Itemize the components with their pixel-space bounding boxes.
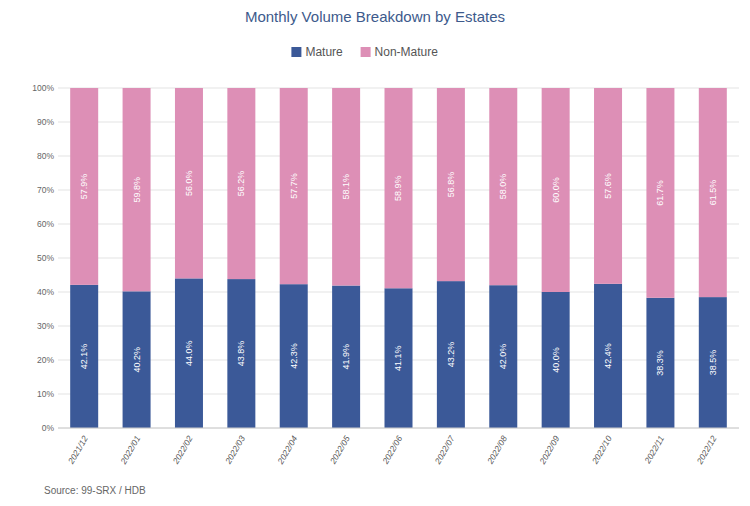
bar-segment bbox=[646, 298, 674, 428]
y-axis: 0% 10% 20% 30% 40% 50% 60% 70% 80% 90% 100% bbox=[32, 83, 739, 433]
data-label: 42.0% bbox=[498, 344, 508, 370]
x-tick-label: 2022/12 bbox=[694, 434, 719, 467]
data-labels: 42.1% 57.9% 40.2% 59.8% 44.0% 56.0% 43.8% 56.2%… bbox=[79, 170, 718, 375]
bar-segment bbox=[699, 88, 727, 297]
data-label: 59.8% bbox=[132, 177, 142, 203]
grid-line bbox=[58, 428, 739, 429]
data-label: 41.1% bbox=[394, 345, 404, 371]
bar-segment bbox=[123, 88, 151, 291]
data-label: 57.7% bbox=[289, 173, 299, 199]
data-label: 58.9% bbox=[394, 175, 404, 201]
y-tick-label: 50% bbox=[37, 253, 54, 263]
chart: Monthly Volume Breakdown by Estates Matur… bbox=[0, 0, 750, 506]
data-label: 61.7% bbox=[655, 180, 665, 206]
bar-segment bbox=[227, 88, 255, 279]
x-tick-label: 2022/06 bbox=[380, 434, 405, 467]
bar-segment bbox=[280, 284, 308, 428]
data-label: 58.1% bbox=[341, 174, 351, 200]
y-tick-label: 90% bbox=[37, 117, 54, 127]
bar-segment bbox=[594, 284, 622, 428]
y-tick-label: 20% bbox=[37, 355, 54, 365]
data-label: 58.0% bbox=[498, 174, 508, 200]
bar-segment bbox=[175, 278, 203, 428]
x-tick-label: 2021/12 bbox=[65, 434, 90, 467]
y-tick-label: 100% bbox=[32, 83, 54, 93]
x-axis: 2021/12 2022/01 2022/02 2022/03 2022/04 2022/… bbox=[65, 434, 718, 467]
data-label: 42.4% bbox=[603, 343, 613, 369]
data-label: 56.0% bbox=[184, 170, 194, 196]
title: Monthly Volume Breakdown by Estates bbox=[245, 8, 505, 25]
data-label: 57.6% bbox=[603, 173, 613, 199]
data-label: 42.3% bbox=[289, 343, 299, 369]
y-tick-label: 80% bbox=[37, 151, 54, 161]
data-label: 42.1% bbox=[79, 344, 89, 370]
x-axis-line bbox=[58, 428, 739, 429]
legend-label: Non-Mature bbox=[375, 45, 439, 59]
data-label: 38.3% bbox=[655, 350, 665, 376]
x-tick-label: 2022/08 bbox=[484, 434, 509, 467]
bar-segment bbox=[175, 88, 203, 278]
y-tick-label: 70% bbox=[37, 185, 54, 195]
bar-segment bbox=[437, 88, 465, 281]
bar-segment bbox=[385, 288, 413, 428]
x-tick-label: 2022/10 bbox=[589, 434, 614, 467]
y-tick-label: 60% bbox=[37, 219, 54, 229]
bar-segment bbox=[489, 285, 517, 428]
data-label: 56.8% bbox=[446, 172, 456, 198]
bar-segment bbox=[594, 88, 622, 284]
data-label: 43.2% bbox=[446, 342, 456, 368]
bar-segment bbox=[227, 279, 255, 428]
legend-swatch bbox=[291, 47, 301, 57]
data-label: 57.9% bbox=[79, 174, 89, 200]
x-tick-label: 2022/01 bbox=[118, 434, 143, 467]
data-label: 40.2% bbox=[132, 347, 142, 373]
bar-segment bbox=[280, 88, 308, 284]
bar-segment bbox=[332, 88, 360, 286]
data-label: 60.0% bbox=[551, 177, 561, 203]
source: Source: 99-SRX / HDB bbox=[44, 485, 146, 496]
bar-segment bbox=[70, 285, 98, 428]
y-tick-label: 30% bbox=[37, 321, 54, 331]
data-label: 41.9% bbox=[341, 344, 351, 370]
bar-segment bbox=[646, 88, 674, 298]
y-tick-label: 0% bbox=[42, 423, 55, 433]
bar-segment bbox=[332, 286, 360, 428]
bar-segment bbox=[437, 281, 465, 428]
bar-segment bbox=[123, 291, 151, 428]
legend-label: Mature bbox=[305, 45, 343, 59]
data-label: 61.5% bbox=[708, 180, 718, 206]
data-label: 44.0% bbox=[184, 340, 194, 366]
bar-segment bbox=[385, 88, 413, 288]
x-tick-label: 2022/05 bbox=[327, 434, 352, 467]
x-tick-label: 2022/03 bbox=[223, 434, 248, 467]
bars bbox=[70, 88, 727, 428]
y-tick-label: 40% bbox=[37, 287, 54, 297]
bar-segment bbox=[542, 88, 570, 292]
x-tick-label: 2022/07 bbox=[432, 434, 457, 467]
x-tick-label: 2022/09 bbox=[537, 434, 562, 467]
legend-swatch bbox=[361, 47, 371, 57]
x-tick-label: 2022/04 bbox=[275, 434, 300, 467]
bar-segment bbox=[542, 292, 570, 428]
bar-segment bbox=[699, 297, 727, 428]
data-label: 38.5% bbox=[708, 350, 718, 376]
bar-segment bbox=[489, 88, 517, 285]
y-tick-label: 10% bbox=[37, 389, 54, 399]
data-label: 40.0% bbox=[551, 347, 561, 373]
x-tick-label: 2022/11 bbox=[642, 434, 666, 466]
bar-segment bbox=[70, 88, 98, 285]
data-label: 56.2% bbox=[236, 171, 246, 197]
x-tick-label: 2022/02 bbox=[170, 434, 195, 467]
data-label: 43.8% bbox=[236, 341, 246, 367]
legend: Mature Non-Mature bbox=[291, 45, 438, 59]
